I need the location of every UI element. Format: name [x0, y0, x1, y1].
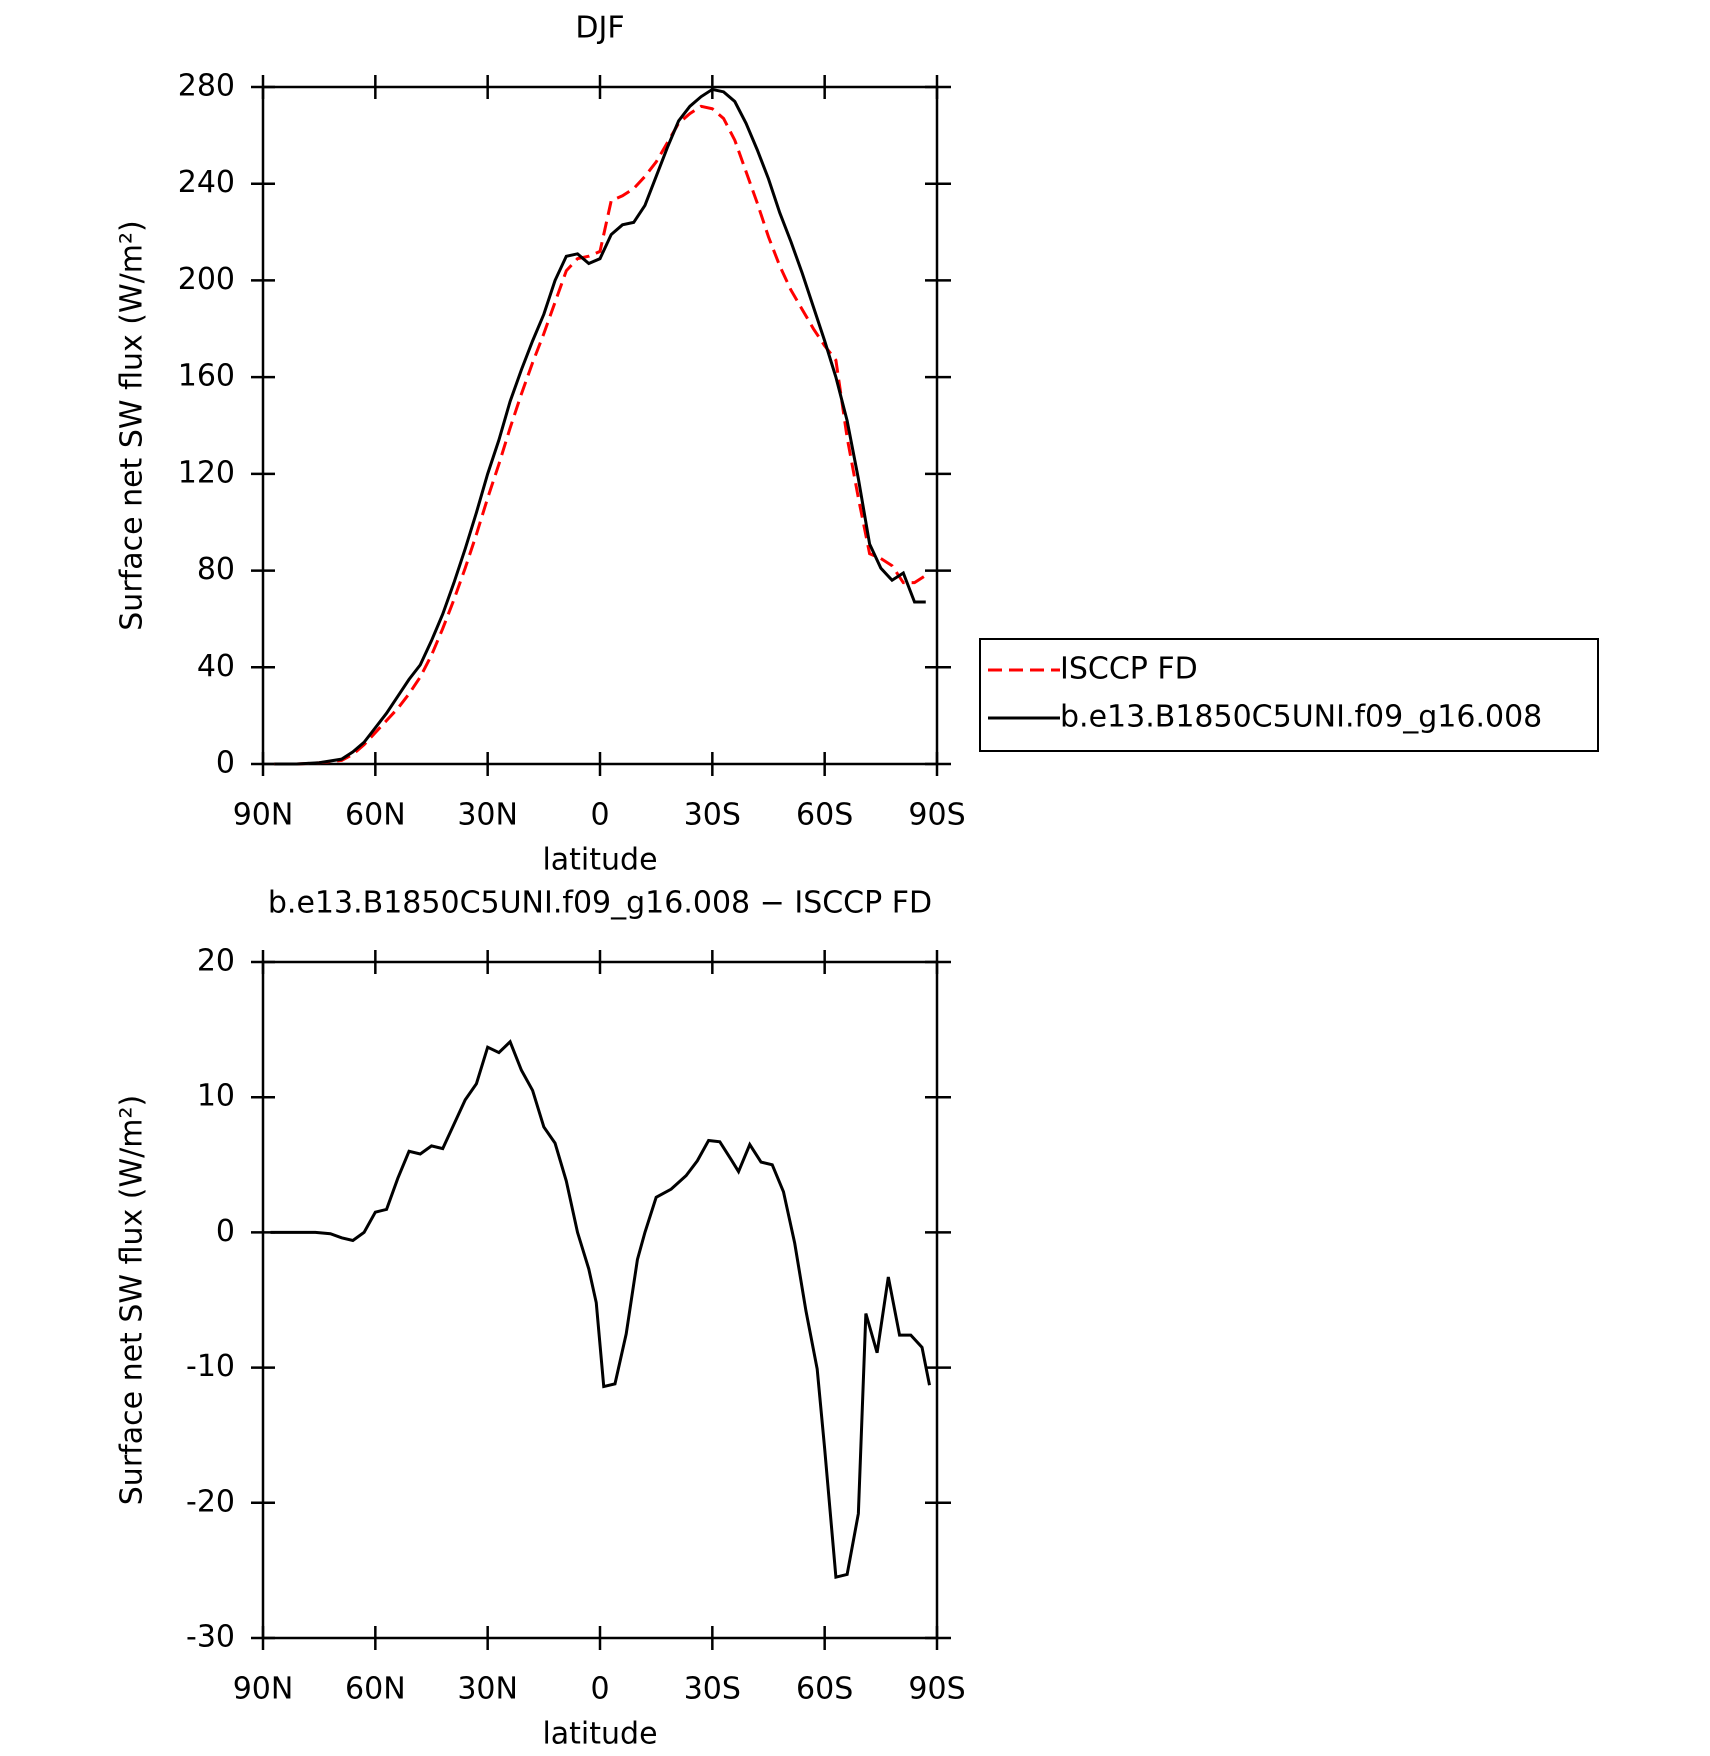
data-line — [274, 104, 927, 766]
legend-box — [979, 638, 1599, 752]
y-tick-label: 120 — [178, 455, 235, 490]
x-tick-label: 30N — [457, 798, 518, 833]
x-tick-label: 90N — [233, 1672, 294, 1707]
x-axis-label: latitude — [542, 1717, 657, 1752]
data-line — [274, 87, 926, 766]
x-axis-label: latitude — [542, 843, 657, 878]
x-tick-label: 60N — [345, 1672, 406, 1707]
data-line — [270, 1039, 931, 1580]
legend-label: b.e13.B1850C5UNI.f09_g16.008 — [1060, 700, 1542, 735]
chart-title: b.e13.B1850C5UNI.f09_g16.008 − ISCCP FD — [268, 886, 932, 921]
x-tick-label: 90N — [233, 798, 294, 833]
plot-frame — [261, 960, 939, 1640]
x-tick-label: 0 — [590, 1672, 609, 1707]
y-tick-label: -30 — [186, 1620, 235, 1655]
y-tick-label: 40 — [197, 649, 235, 684]
y-tick-label: 10 — [197, 1079, 235, 1114]
x-tick-label: 30N — [457, 1672, 518, 1707]
plot-frame — [261, 85, 939, 766]
x-tick-label: 60S — [796, 798, 853, 833]
y-tick-label: 20 — [197, 944, 235, 979]
y-tick-label: 240 — [178, 165, 235, 200]
y-axis-label: Surface net SW flux (W/m²) — [115, 220, 150, 630]
x-tick-label: 90S — [908, 798, 965, 833]
chart-title: DJF — [575, 11, 624, 46]
y-tick-label: 200 — [178, 262, 235, 297]
x-tick-label: 30S — [684, 1672, 741, 1707]
x-tick-label: 60S — [796, 1672, 853, 1707]
x-tick-label: 60N — [345, 798, 406, 833]
y-tick-label: 280 — [178, 69, 235, 104]
legend-label: ISCCP FD — [1060, 652, 1198, 687]
y-tick-label: -20 — [186, 1484, 235, 1519]
x-tick-label: 30S — [684, 798, 741, 833]
x-tick-label: 90S — [908, 1672, 965, 1707]
x-tick-label: 0 — [590, 798, 609, 833]
y-tick-label: 160 — [178, 359, 235, 394]
y-tick-label: 0 — [216, 1214, 235, 1249]
y-tick-label: -10 — [186, 1349, 235, 1384]
y-tick-label: 0 — [216, 746, 235, 781]
y-axis-label: Surface net SW flux (W/m²) — [115, 1095, 150, 1505]
y-tick-label: 80 — [197, 552, 235, 587]
